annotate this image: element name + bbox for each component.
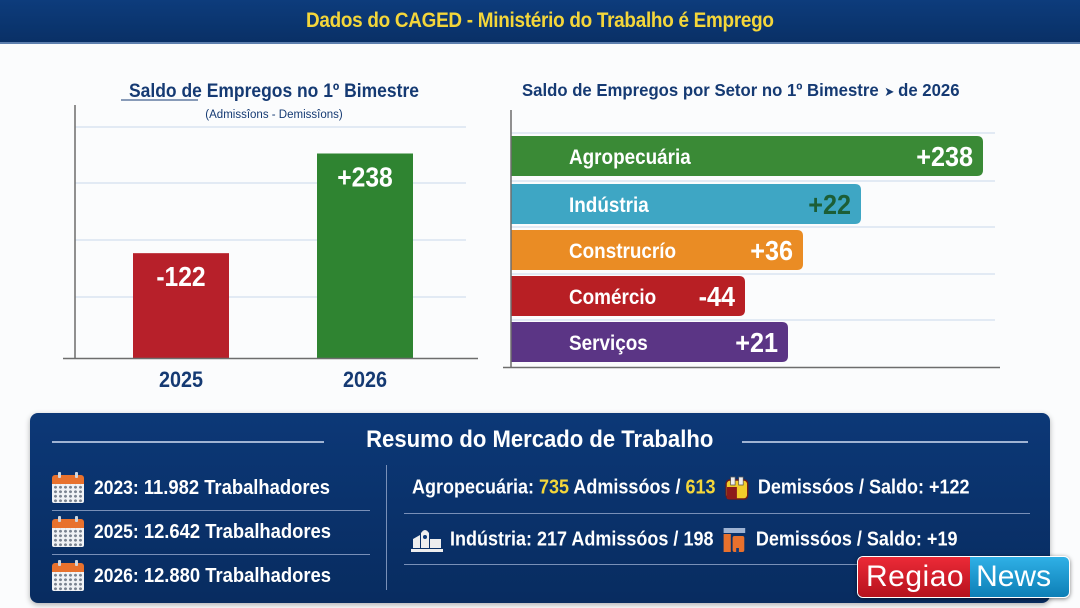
sector-chart-title: Saldo de Empregos por Setor no 1º Bimest…: [522, 79, 960, 100]
sector-value-label: +21: [735, 327, 778, 359]
worker-count-row: 2025: 12.642 Trabalhadores: [52, 512, 370, 552]
box-icon: [725, 476, 749, 500]
charts-area: Saldo de Empregos no 1º Bimestre (Admiss…: [63, 79, 1000, 392]
worker-value: 12.880 Trabalhadores: [143, 564, 332, 587]
x-tick-label: 2025: [159, 368, 203, 392]
logo-part-news: News: [970, 557, 1069, 597]
worker-value: 11.982 Trabalhadores: [143, 476, 330, 499]
page-title: Dados do CAGED - Ministério do Trabalho …: [306, 9, 774, 32]
dismissals-label: Demissóos / Saldo: +19: [755, 528, 958, 551]
header-bar: Dados do CAGED - Ministério do Trabalho …: [0, 0, 1080, 44]
annual-chart-subtitle: (Admissîons - Demissîons): [205, 109, 343, 121]
sector-balance-chart: Saldo de Empregos por Setor no 1º Bimest…: [503, 79, 1000, 369]
worker-year: 2023:: [94, 477, 139, 499]
column-divider: [386, 465, 387, 590]
row-divider: [52, 554, 370, 555]
worker-year: 2026:: [94, 565, 139, 587]
dismissals-count: 198: [683, 528, 714, 551]
calendar-icon: [52, 472, 84, 504]
sector-label: Comércio: [569, 286, 656, 309]
bar-value-label: +238: [337, 161, 392, 193]
title-rule-right: [742, 441, 1028, 443]
sector-label: Construcrío: [569, 240, 676, 263]
sector-chart-title-main: Saldo de Empregos por Setor no 1º Bimest…: [522, 79, 879, 100]
calendar-icon: [52, 516, 84, 548]
worker-value: 12.642 Trabalhadores: [143, 520, 332, 543]
worker-year: 2025:: [94, 521, 139, 543]
sector-summary-row: Agropecuária: 735 Admissóos / 613 Demiss…: [404, 468, 1030, 508]
summary-title: Resumo do Mercado de Trabalho: [366, 426, 714, 453]
title-rule-left: [52, 441, 324, 443]
admissions-count: 735: [539, 476, 570, 499]
worker-count-row: 2026: 12.880 Trabalhadores: [52, 556, 370, 596]
arrow-glyph: ➤: [884, 85, 894, 99]
annual-balance-chart: Saldo de Empregos no 1º Bimestre (Admiss…: [63, 79, 478, 392]
sector-bar: [511, 276, 745, 316]
sector-label: Indústria: [569, 194, 650, 217]
sector-value-label: +22: [808, 189, 851, 221]
admissions-label: Admissóos /: [571, 528, 679, 551]
worker-icon: [723, 528, 746, 553]
sector-summary-row: Indústria: 217 Admissóos / 198 Demissóos…: [404, 520, 1030, 560]
bar-2025: [133, 253, 229, 358]
summary-title-row: Resumo do Mercado de Trabalho: [30, 425, 1050, 455]
bar-2026: [317, 153, 413, 358]
admissions-count: 217: [537, 528, 568, 551]
row-divider: [52, 510, 370, 511]
logo-part-regiao: Regiao: [858, 557, 971, 597]
factory-icon: [411, 530, 443, 552]
sector-label: Agropecuária: [569, 146, 692, 169]
worker-count-row: 2023: 11.982 Trabalhadores: [52, 468, 370, 508]
regiao-news-logo: Regiao News: [857, 556, 1070, 598]
bar-value-label: -122: [156, 261, 205, 293]
row-divider: [404, 564, 1030, 565]
x-tick-label: 2026: [343, 368, 387, 392]
sector-value-label: +36: [750, 235, 793, 267]
sector-bar: [511, 136, 983, 176]
sector-value-label: +238: [916, 141, 973, 173]
dismissals-label: Demissóos / Saldo: +122: [757, 476, 970, 499]
row-divider: [404, 513, 1030, 514]
sector-bar: [511, 230, 803, 270]
dismissals-count: 613: [685, 476, 716, 499]
sector-name: Indústria:: [450, 528, 533, 551]
sector-name: Agropecuária:: [412, 476, 535, 499]
admissions-label: Admissóos /: [573, 476, 681, 499]
sector-label: Serviços: [569, 332, 648, 355]
annual-chart-title: Saldo de Empregos no 1º Bimestre: [129, 79, 419, 101]
sector-value-label: -44: [699, 281, 736, 313]
sector-bar: [511, 322, 788, 362]
calendar-icon: [52, 560, 84, 592]
sector-bar: [511, 184, 861, 224]
sector-chart-title-suffix: de 2026: [898, 79, 960, 100]
